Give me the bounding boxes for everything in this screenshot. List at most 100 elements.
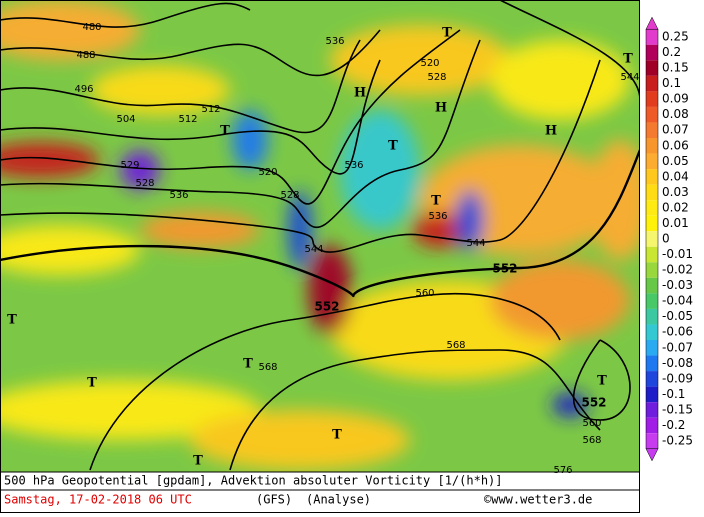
contour-label: 504 — [116, 114, 135, 125]
pressure-center: T — [193, 454, 203, 469]
contour-label: 536 — [169, 190, 188, 201]
contour-label: 488 — [76, 50, 95, 61]
colorbar-label: -0.04 — [662, 294, 693, 308]
contour-label: 544 — [620, 72, 639, 83]
colorbar-label: -0.25 — [662, 434, 693, 448]
colorbar-label: 0.2 — [662, 45, 681, 59]
colorbar-segment — [646, 138, 658, 154]
colorbar-segment — [646, 169, 658, 185]
colorbar-label: -0.01 — [662, 247, 693, 261]
colorbar-segment — [646, 402, 658, 418]
pressure-center: H — [545, 124, 557, 139]
colorbar-label: -0.15 — [662, 402, 693, 416]
colorbar-segment — [646, 91, 658, 107]
contour-label: 496 — [74, 84, 93, 95]
colorbar-label: -0.06 — [662, 325, 693, 339]
pressure-center: H — [354, 86, 366, 101]
colorbar-label: 0.03 — [662, 185, 689, 199]
colorbar-frame — [645, 28, 659, 450]
map-field — [0, 0, 640, 472]
pressure-center: T — [243, 357, 253, 372]
colorbar-label: 0.06 — [662, 138, 689, 152]
contour-label: 552 — [492, 262, 517, 276]
colorbar-label: -0.08 — [662, 356, 693, 370]
colorbar-segment — [646, 246, 658, 263]
contour-label: 544 — [466, 238, 485, 249]
colorbar-segment — [646, 153, 658, 170]
contour-label: 568 — [258, 362, 277, 373]
pressure-center: T — [388, 139, 398, 154]
colorbar-segment — [646, 29, 658, 45]
colorbar: 0.250.2 0.150.1 0.090.08 0.070.06 0.050.04 0.… — [645, 16, 693, 462]
contour-label: 528 — [135, 178, 154, 189]
colorbar-label: -0.03 — [662, 278, 693, 292]
colorbar-label: 0 — [662, 232, 670, 246]
contour-label: 512 — [201, 104, 220, 115]
pressure-center: H — [435, 101, 447, 116]
pressure-center: T — [623, 52, 633, 67]
colorbar-segment — [646, 417, 658, 434]
contour-label: 552 — [314, 300, 339, 314]
colorbar-segment — [646, 106, 658, 123]
colorbar-segment — [646, 355, 658, 372]
colorbar-segment — [646, 75, 658, 92]
colorbar-segment — [646, 60, 658, 76]
colorbar-segment — [646, 433, 658, 449]
pressure-center: T — [7, 313, 17, 328]
contour-label: 528 — [427, 72, 446, 83]
colorbar-label: -0.05 — [662, 309, 693, 323]
contour-label: 520 — [258, 167, 277, 178]
colorbar-label: -0.07 — [662, 340, 693, 354]
contour-label: 480 — [82, 22, 101, 33]
contour-label: 529 — [120, 160, 139, 171]
contour-label: 536 — [428, 211, 447, 222]
colorbar-label: 0.15 — [662, 61, 689, 75]
colorbar-segment — [646, 184, 658, 201]
colorbar-label: 0.09 — [662, 92, 689, 106]
colorbar-segment — [646, 200, 658, 216]
colorbar-segment — [646, 293, 658, 309]
colorbar-label: 0.08 — [662, 107, 689, 121]
colorbar-segment — [646, 324, 658, 340]
contour-label: 536 — [344, 160, 363, 171]
pressure-center: T — [332, 428, 342, 443]
colorbar-segment — [646, 44, 658, 61]
colorbar-segment — [646, 386, 658, 403]
colorbar-label: 0.01 — [662, 216, 689, 230]
colorbar-segment — [646, 340, 658, 356]
colorbar-segment — [646, 277, 658, 294]
contour-label: 528 — [280, 190, 299, 201]
footer-model: (GFS) — [256, 493, 292, 507]
pressure-center: T — [431, 194, 441, 209]
colorbar-segment — [646, 371, 658, 387]
contour-label: 536 — [325, 36, 344, 47]
footer-run: (Analyse) — [306, 493, 371, 507]
colorbar-segment — [646, 231, 658, 247]
pressure-center: T — [220, 124, 230, 139]
contour-label: 560 — [415, 288, 434, 299]
colorbar-label: 0.1 — [662, 76, 681, 90]
colorbar-segment — [646, 215, 658, 232]
contour-label: 512 — [178, 114, 197, 125]
colorbar-label: 0.25 — [662, 30, 689, 44]
contour-label: 576 — [553, 465, 572, 476]
colorbar-segment — [646, 262, 658, 278]
contour-label: 560 — [582, 418, 601, 429]
pressure-center: T — [87, 376, 97, 391]
contour-label: 520 — [420, 58, 439, 69]
colorbar-label: -0.09 — [662, 371, 693, 385]
footer-credit: ©www.wetter3.de — [484, 493, 592, 507]
colorbar-arrow-top — [645, 16, 659, 30]
pressure-center: T — [442, 26, 452, 41]
footer-title: 500 hPa Geopotential [gpdam], Advektion … — [4, 474, 503, 488]
colorbar-arrow-bottom — [645, 448, 659, 462]
footer-date: Samstag, 17-02-2018 06 UTC — [4, 493, 192, 507]
colorbar-label: 0.04 — [662, 169, 689, 183]
colorbar-label: -0.02 — [662, 263, 693, 277]
colorbar-label: -0.1 — [662, 387, 685, 401]
colorbar-segment — [646, 122, 658, 138]
pressure-center: T — [597, 374, 607, 389]
contour-label: 568 — [446, 340, 465, 351]
geopotential-contours — [0, 0, 640, 471]
